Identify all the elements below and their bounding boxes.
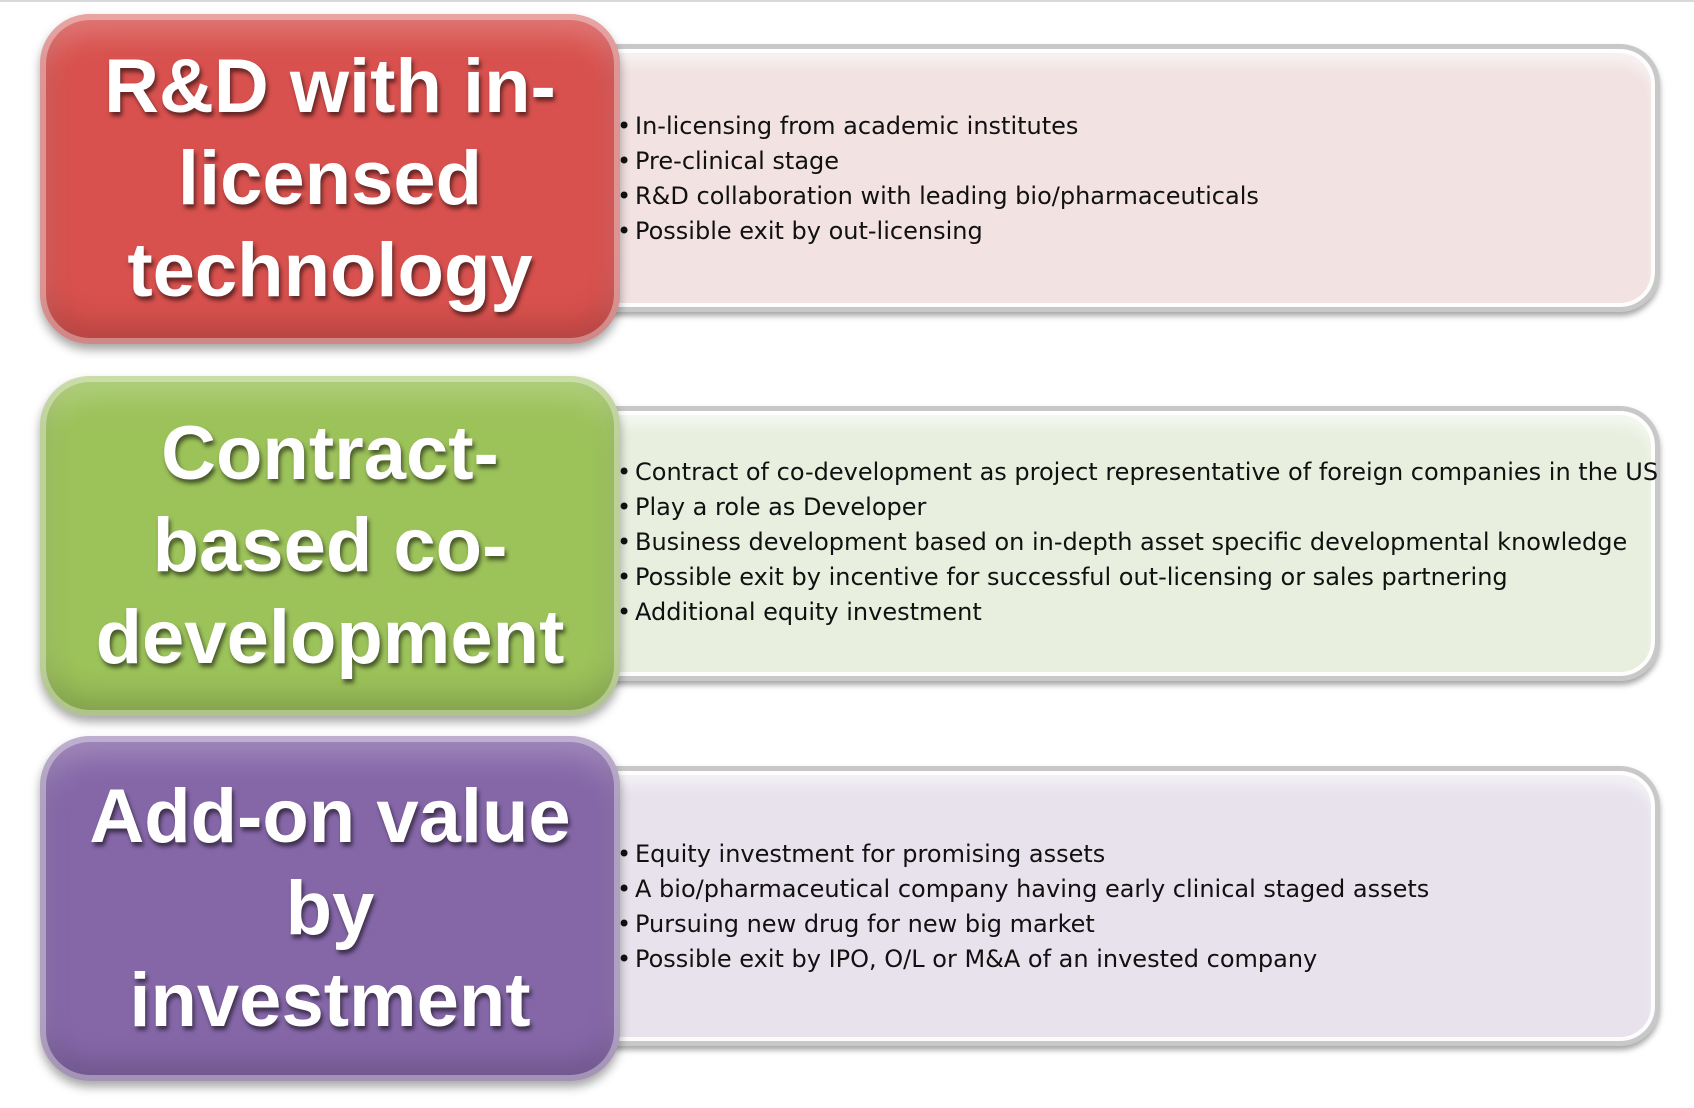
title-codevelopment: Contract- based co- development (95, 411, 565, 680)
bullet-item: • Possible exit by IPO, O/L or M&A of an … (617, 945, 1318, 973)
bullet-list-investment: • Equity investment for promising assets … (617, 837, 1429, 977)
bullet-list-codevelopment: • Contract of co-development as project r… (617, 455, 1658, 630)
title-block-rd: R&D with in- licensed technology (40, 14, 620, 344)
bullet-item: • Play a role as Developer (617, 493, 927, 521)
title-rd: R&D with in- licensed technology (104, 44, 556, 313)
bullet-item: • Pre-clinical stage (617, 147, 840, 175)
detail-box-investment: • Equity investment for promising assets … (560, 766, 1660, 1046)
bullet-item: • Possible exit by out-licensing (617, 217, 983, 245)
row-codevelopment: • Contract of co-development as project r… (0, 376, 1694, 716)
bullet-item: • Contract of co-development as project r… (617, 458, 1659, 486)
bullet-list-rd: • In-licensing from academic institutes •… (617, 109, 1259, 249)
bullet-item: • A bio/pharmaceutical company having ear… (617, 875, 1430, 903)
row-investment: • Equity investment for promising assets … (0, 736, 1694, 1081)
detail-box-codevelopment: • Contract of co-development as project r… (560, 406, 1660, 681)
detail-box-rd: • In-licensing from academic institutes •… (560, 44, 1660, 312)
bullet-item: • R&D collaboration with leading bio/phar… (617, 182, 1259, 210)
bullet-item: • Pursuing new drug for new big market (617, 910, 1095, 938)
bullet-item: • Equity investment for promising assets (617, 840, 1106, 868)
title-block-investment: Add-on value by investment (40, 736, 620, 1081)
row-rd: • In-licensing from academic institutes •… (0, 14, 1694, 344)
title-block-codevelopment: Contract- based co- development (40, 376, 620, 716)
bullet-item: • Business development based on in-depth … (617, 528, 1628, 556)
bullet-item: • Additional equity investment (617, 598, 982, 626)
title-investment: Add-on value by investment (89, 773, 571, 1043)
bullet-item: • Possible exit by incentive for successf… (617, 563, 1508, 591)
top-divider (0, 0, 1694, 2)
bullet-item: • In-licensing from academic institutes (617, 112, 1079, 140)
